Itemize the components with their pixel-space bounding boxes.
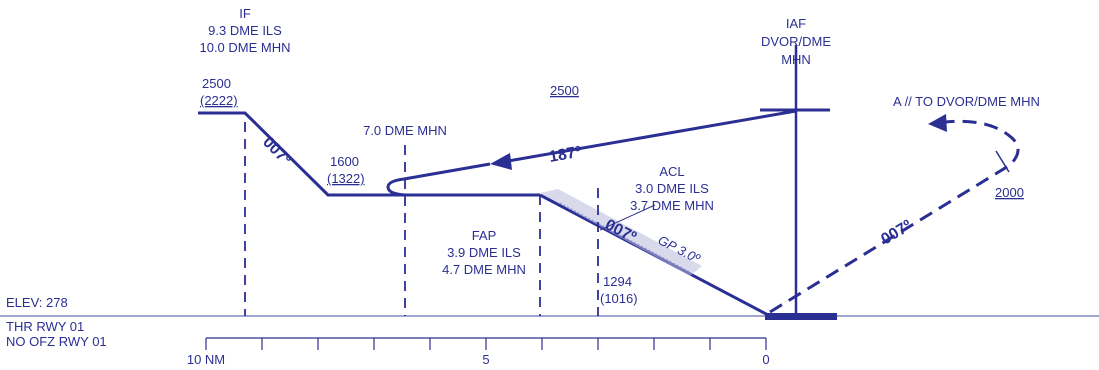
iaf-type: DVOR/DME [761,34,831,49]
ofz-label: NO OFZ RWY 01 [6,334,107,349]
missed-approach-text: A // TO DVOR/DME MHN [893,94,1040,109]
missed-approach-path [769,119,1020,314]
dme7-label: 7.0 DME MHN [363,123,447,138]
outbound-course: 187º [548,144,583,166]
outbound-arrow-head [490,153,512,170]
acl-pointer [599,204,656,231]
if-name: IF [239,6,251,21]
acl-altitude: 1294 [603,274,632,289]
scale-label-mid: 5 [482,352,489,367]
if-dme-mhn: 10.0 DME MHN [199,40,290,55]
iaf-ident: MHN [781,52,811,67]
runway-threshold-bar [765,313,837,320]
fap-dme-mhn: 4.7 DME MHN [442,262,526,277]
missed-altitude: 2000 [995,185,1024,200]
scale-label-left: 10 NM [187,352,225,367]
turn-altitude: 1600 [330,154,359,169]
inbound-course: 007º [259,134,294,169]
if-height: (2222) [200,93,238,108]
acl-name: ACL [659,164,684,179]
glidepath-line [559,202,691,273]
initial-descent-path [198,111,540,197]
scale-label-right: 0 [762,352,769,367]
turn-height: (1322) [327,171,365,186]
acl-dme-ils: 3.0 DME ILS [635,181,709,196]
outbound-leg [507,109,797,163]
acl-height: (1016) [600,291,638,306]
fap-name: FAP [472,228,497,243]
missed-alt-tick [995,150,1010,173]
iaf-name: IAF [786,16,806,31]
if-dme-ils: 9.3 DME ILS [208,23,282,38]
procedure-turn [386,177,407,197]
threshold-label: THR RWY 01 [6,319,84,334]
missed-approach-arrow [928,114,947,132]
elevation-label: ELEV: 278 [6,295,68,310]
scale-ticks [205,338,767,350]
glidepath-shading [540,189,702,276]
fap-dme-ils: 3.9 DME ILS [447,245,521,260]
if-altitude: 2500 [202,76,231,91]
acl-dme-mhn: 3.7 DME MHN [630,198,714,213]
iaf-altitude: 2500 [550,83,579,98]
outbound-leg-tail [403,162,491,181]
missed-course: 007º [878,217,915,248]
